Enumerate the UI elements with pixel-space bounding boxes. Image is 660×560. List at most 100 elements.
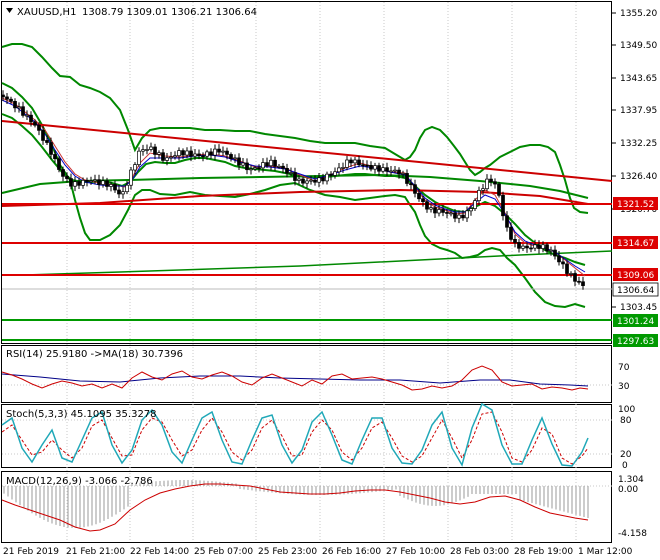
stoch-main-line <box>1 402 589 467</box>
candle-body <box>345 159 349 168</box>
candle-body <box>49 142 53 155</box>
stoch-pane[interactable] <box>1 404 612 468</box>
x-tick: 25 Feb 23:00 <box>258 547 317 557</box>
candle-body <box>1 94 5 98</box>
candle-body <box>193 153 197 157</box>
candle-body <box>369 165 373 170</box>
stoch-tick: 0 <box>622 461 628 471</box>
price-tags: 1321.52 1314.67 1309.06 1306.64 1301.24 … <box>612 197 659 347</box>
macd-title: MACD(12,26,9) -3.066 -2.786 <box>6 476 153 487</box>
stoch-title: Stoch(5,3,3) 45.1095 35.3278 <box>6 409 157 420</box>
candle-body <box>245 162 249 171</box>
candle-body <box>81 179 85 186</box>
time-axis: 21 Feb 2019 21 Feb 21:00 22 Feb 14:00 25… <box>3 547 633 557</box>
candle-body <box>521 245 525 249</box>
candle-body <box>305 180 309 184</box>
candle-body <box>321 177 325 182</box>
candle-body <box>237 157 241 166</box>
x-tick: 21 Feb 2019 <box>3 547 59 557</box>
candle-body <box>153 146 157 155</box>
candle-body <box>85 179 89 182</box>
candle-body <box>397 169 401 175</box>
candle-body <box>209 151 213 156</box>
candle-body <box>325 173 329 182</box>
candle-body <box>429 207 433 210</box>
trend-lines <box>1 120 613 207</box>
candle-body <box>557 255 561 263</box>
candle-body <box>289 172 293 174</box>
candle-body <box>185 150 189 156</box>
candle-body <box>165 157 169 161</box>
candle-body <box>501 195 505 217</box>
candle-body <box>281 165 285 169</box>
candle-body <box>301 178 305 184</box>
candle-body <box>129 169 133 186</box>
candle-body <box>357 159 361 166</box>
candle-body <box>269 159 273 167</box>
candle-body <box>573 273 577 282</box>
candle-body <box>525 245 529 249</box>
candle-body <box>469 208 473 212</box>
candle-body <box>485 178 489 190</box>
candle-body <box>21 106 25 116</box>
stoch-tick: 80 <box>620 416 632 426</box>
candle-body <box>213 148 217 156</box>
candle-body <box>189 150 193 157</box>
candle-body <box>221 150 225 153</box>
candle-body <box>453 212 457 219</box>
candle-body <box>533 244 537 249</box>
candle-body <box>421 198 425 203</box>
trendline-resistance <box>1 120 613 182</box>
price-tag-label: 1306.64 <box>617 286 654 296</box>
trend-support <box>24 250 613 276</box>
candle-body <box>349 159 353 164</box>
candle-body <box>25 114 29 117</box>
stoch-tick: 100 <box>618 405 635 415</box>
candle-body <box>381 167 385 172</box>
candle-body <box>577 280 581 283</box>
x-tick: 1 Mar 12:00 <box>578 547 633 557</box>
candle-body <box>569 273 573 275</box>
candle-body <box>541 244 545 249</box>
candle-body <box>445 212 449 214</box>
candle-body <box>13 101 17 109</box>
candle-body <box>329 173 333 176</box>
candle-body <box>433 207 437 214</box>
price-tag-label: 1314.67 <box>617 239 654 249</box>
candle-body <box>465 210 469 219</box>
dropdown-arrow-icon[interactable] <box>6 8 13 13</box>
candle-body <box>545 244 549 252</box>
candle-body <box>257 167 261 169</box>
price-tag-label: 1321.52 <box>617 200 654 210</box>
main-chart-pane[interactable] <box>1 1 612 344</box>
candle-body <box>125 184 129 193</box>
candle-body <box>53 154 57 160</box>
macd-pane[interactable] <box>1 471 612 543</box>
x-tick: 21 Feb 21:00 <box>66 547 125 557</box>
candle-body <box>425 201 429 210</box>
horizontal-levels <box>2 203 612 341</box>
y-tick: 1326.40 <box>620 172 657 182</box>
candle-body <box>61 169 65 177</box>
candle-body <box>145 149 149 151</box>
y-tick: 1332.25 <box>620 139 657 149</box>
candle-body <box>65 176 69 179</box>
candle-body <box>441 209 445 213</box>
candle-body <box>409 183 413 186</box>
candle-body <box>413 184 417 194</box>
candle-body <box>97 179 101 185</box>
candle-body <box>17 106 21 109</box>
bollinger-bands <box>1 43 613 309</box>
candle-body <box>297 178 301 181</box>
rsi-pane[interactable] <box>1 345 612 403</box>
price-tag-label: 1301.24 <box>617 317 654 327</box>
candle-body <box>549 249 553 252</box>
long-ma <box>1 173 589 199</box>
candle-body <box>265 162 269 167</box>
price-tag-label: 1297.63 <box>617 337 654 347</box>
rsi-tick: 30 <box>618 382 630 392</box>
candle-body <box>29 114 33 123</box>
candle-body <box>317 177 321 183</box>
candle-body <box>173 155 177 158</box>
candle-body <box>529 247 533 250</box>
